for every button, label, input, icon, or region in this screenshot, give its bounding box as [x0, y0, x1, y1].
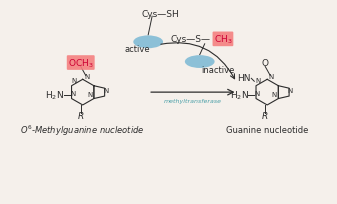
Text: H$_2$N: H$_2$N	[230, 89, 249, 102]
Text: N: N	[287, 88, 293, 94]
Text: H$_2$N: H$_2$N	[45, 89, 64, 102]
FancyArrowPatch shape	[161, 43, 235, 79]
Text: N: N	[269, 74, 274, 80]
Text: $O^6$-Methylguanine nucleotide: $O^6$-Methylguanine nucleotide	[21, 123, 145, 137]
Text: Cys—S—: Cys—S—	[171, 35, 211, 44]
Text: Cys—SH: Cys—SH	[141, 10, 179, 19]
Text: N: N	[256, 78, 261, 84]
Text: R: R	[78, 112, 84, 121]
Text: N: N	[87, 92, 92, 98]
Text: O: O	[262, 59, 269, 68]
Text: N: N	[84, 74, 89, 80]
Text: methyltransferase: methyltransferase	[164, 99, 222, 104]
Text: active: active	[124, 45, 150, 54]
Text: Guanine nucleotide: Guanine nucleotide	[226, 125, 308, 134]
Text: OCH$_3$: OCH$_3$	[68, 57, 94, 69]
Text: N: N	[255, 91, 260, 97]
Text: CH$_3$: CH$_3$	[214, 33, 232, 46]
Text: N: N	[71, 78, 76, 84]
Text: N: N	[272, 92, 277, 98]
Text: N: N	[70, 91, 75, 97]
Ellipse shape	[185, 56, 215, 69]
Text: N: N	[103, 88, 108, 94]
Text: inactive: inactive	[201, 66, 234, 75]
Ellipse shape	[133, 36, 163, 49]
Text: HN: HN	[237, 73, 250, 82]
Text: R: R	[262, 112, 268, 121]
